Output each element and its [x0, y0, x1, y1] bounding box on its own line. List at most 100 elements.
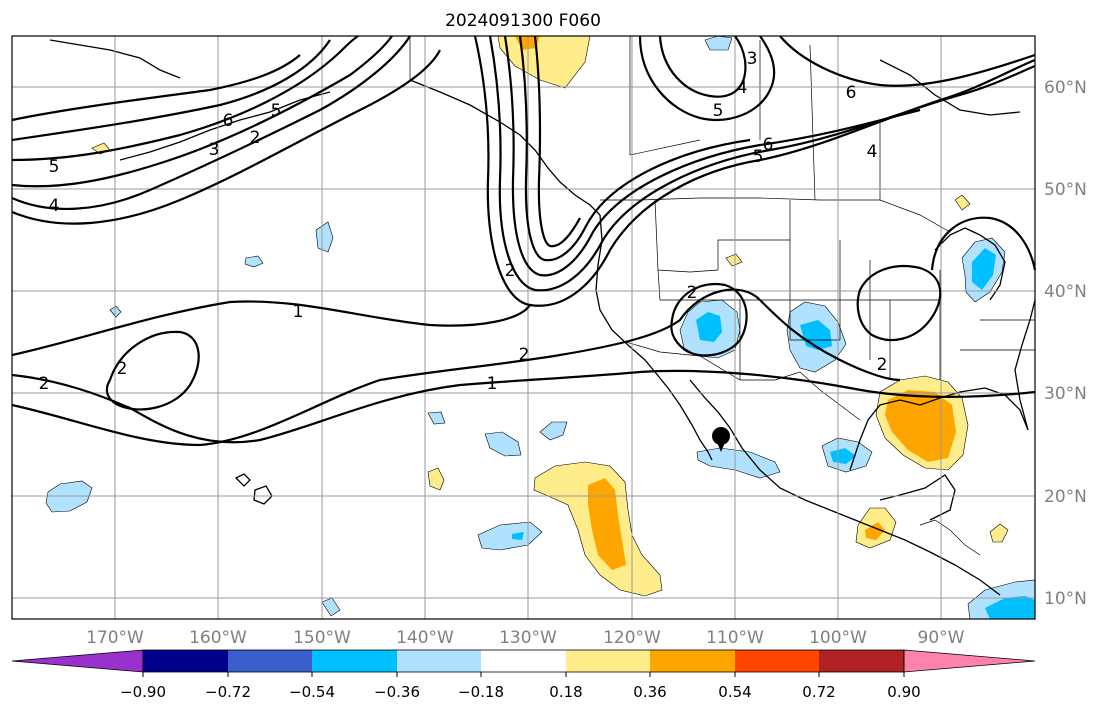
- contour-label: 2: [877, 355, 888, 375]
- colorbar-segment: [566, 650, 650, 672]
- anomaly-orange-central-america: [865, 522, 885, 540]
- lon-tick-label: 100°W: [809, 628, 867, 648]
- coast-aleutians: [119, 91, 331, 161]
- storm-center-marker-tail: [716, 440, 726, 452]
- contour-npac-6: [11, 54, 301, 122]
- lon-tick-label: 170°W: [86, 628, 144, 648]
- lat-tick-label: 20°N: [1044, 487, 1087, 507]
- contour-closed-plains: [856, 264, 942, 342]
- map-title: 2024091300 F060: [445, 11, 601, 31]
- lat-tick-label: 60°N: [1044, 78, 1087, 98]
- contour-label: 4: [49, 196, 60, 216]
- contour-label: 1: [293, 302, 304, 322]
- anomaly-orange-east-pacific: [588, 478, 626, 570]
- lat-tick-label: 40°N: [1044, 282, 1087, 302]
- colorbar-extend-high: [903, 649, 1036, 673]
- colorbar-extend-low: [11, 649, 144, 673]
- contour-label: 4: [737, 78, 748, 98]
- anomaly-orange-gulf-coast: [885, 390, 956, 462]
- coastlines: [49, 39, 1036, 596]
- map-frame: [11, 35, 1036, 620]
- contour-label: 3: [747, 49, 758, 69]
- contour-labels: 5 4 3 2 6 5 6 5 4 3 5 6 4 1 2 1 2 2 2 2 …: [39, 49, 888, 394]
- coast-us-west: [595, 214, 656, 373]
- contour-lines: [11, 35, 1037, 447]
- anomaly-blue-tropics-5: [321, 597, 341, 617]
- colorbar-tick-label: −0.72: [205, 683, 251, 701]
- coast-baja: [654, 371, 713, 461]
- lon-tick-label: 90°W: [918, 628, 965, 648]
- anomaly-blue-tropics-4: [477, 521, 543, 551]
- anomaly-blue-tropics-2: [484, 431, 522, 457]
- colorbar-tick-label: 0.36: [633, 683, 666, 701]
- lat-tick-labels: 60°N 50°N 40°N 30°N 20°N 10°N: [1044, 78, 1087, 609]
- coast-hudson: [879, 59, 1021, 116]
- anomaly-yellow-small-5: [989, 523, 1009, 543]
- contour-npac-5: [11, 49, 441, 225]
- contour-label: 2: [39, 374, 50, 394]
- contour-lake-ring: [930, 216, 1037, 271]
- lon-tick-label: 130°W: [499, 628, 557, 648]
- contour-label: 4: [867, 142, 878, 162]
- colorbar-segment: [397, 650, 481, 672]
- contour-trough-2: [488, 35, 1036, 292]
- contour-label: 5: [713, 101, 724, 121]
- colorbar: −0.90 −0.72 −0.54 −0.36 −0.18 0.18 0.36 …: [11, 649, 1036, 701]
- colorbar-tick-label: 0.18: [549, 683, 582, 701]
- coast-bering: [49, 39, 181, 79]
- contour-closed-sw: [670, 282, 748, 357]
- coast-yucatan: [879, 474, 956, 521]
- lon-tick-labels: 170°W 160°W 150°W 140°W 130°W 120°W 110°…: [86, 628, 965, 648]
- colorbar-segment: [228, 650, 312, 672]
- contour-label: 2: [505, 261, 516, 281]
- contour-npac-4: [11, 35, 411, 210]
- contour-hudson-low-2: [658, 35, 747, 98]
- contour-label: 6: [223, 111, 234, 131]
- colorbar-tick-label: −0.90: [120, 683, 166, 701]
- contour-1-upper: [11, 300, 531, 357]
- lon-tick-label: 120°W: [603, 628, 661, 648]
- contour-label: 2: [117, 359, 128, 379]
- contour-label: 2: [519, 345, 530, 365]
- colorbar-segment: [312, 650, 397, 672]
- contour-label: 5: [271, 101, 282, 121]
- anomaly-blue-tropics-3: [539, 421, 568, 441]
- anomaly-yellow-small-3: [954, 194, 971, 211]
- coast-gulf-mexico: [849, 387, 1029, 471]
- contour-label: 5: [49, 157, 60, 177]
- contour-trough-3: [503, 35, 921, 277]
- coast-alaska-south: [409, 79, 601, 216]
- contour-label: 3: [209, 140, 220, 160]
- contour-label: 1: [487, 374, 498, 394]
- lon-tick-label: 110°W: [706, 628, 764, 648]
- lat-tick-label: 10°N: [1044, 589, 1087, 609]
- colorbar-tick-label: −0.54: [289, 683, 335, 701]
- colorbar-tick-label: 0.72: [802, 683, 835, 701]
- contour-closed-pac: [105, 330, 200, 411]
- colorbar-segment: [143, 650, 228, 672]
- coast-hawaii-1: [234, 473, 251, 487]
- anomaly-blue-caribbean-core: [985, 596, 1035, 619]
- colorbar-segment: [481, 650, 566, 672]
- border-us-canada: [600, 197, 951, 233]
- colorbar-tick-label: −0.18: [458, 683, 504, 701]
- border-us-mexico: [625, 341, 861, 421]
- contour-ne-canada: [779, 35, 1036, 87]
- anomaly-blue-alaska: [704, 35, 733, 51]
- anomaly-blue-tropics-1: [427, 411, 446, 425]
- colorbar-segment: [819, 650, 904, 672]
- lat-tick-label: 50°N: [1044, 180, 1087, 200]
- contour-hudson-low: [638, 35, 776, 121]
- contour-label: 6: [846, 83, 857, 103]
- contour-trough-5: [533, 35, 581, 248]
- anomaly-blue-sw-us-core: [696, 312, 722, 342]
- contour-label: 2: [687, 283, 698, 303]
- gridlines: [12, 36, 1035, 619]
- colorbar-segment: [735, 650, 819, 672]
- colorbar-ticks: [142, 672, 905, 677]
- border-canada-provinces: [629, 36, 881, 201]
- anomaly-yellow-small-1: [427, 467, 445, 491]
- anomaly-blue-great-lakes-core: [972, 248, 996, 290]
- anomaly-blue-gulf-core: [830, 448, 856, 464]
